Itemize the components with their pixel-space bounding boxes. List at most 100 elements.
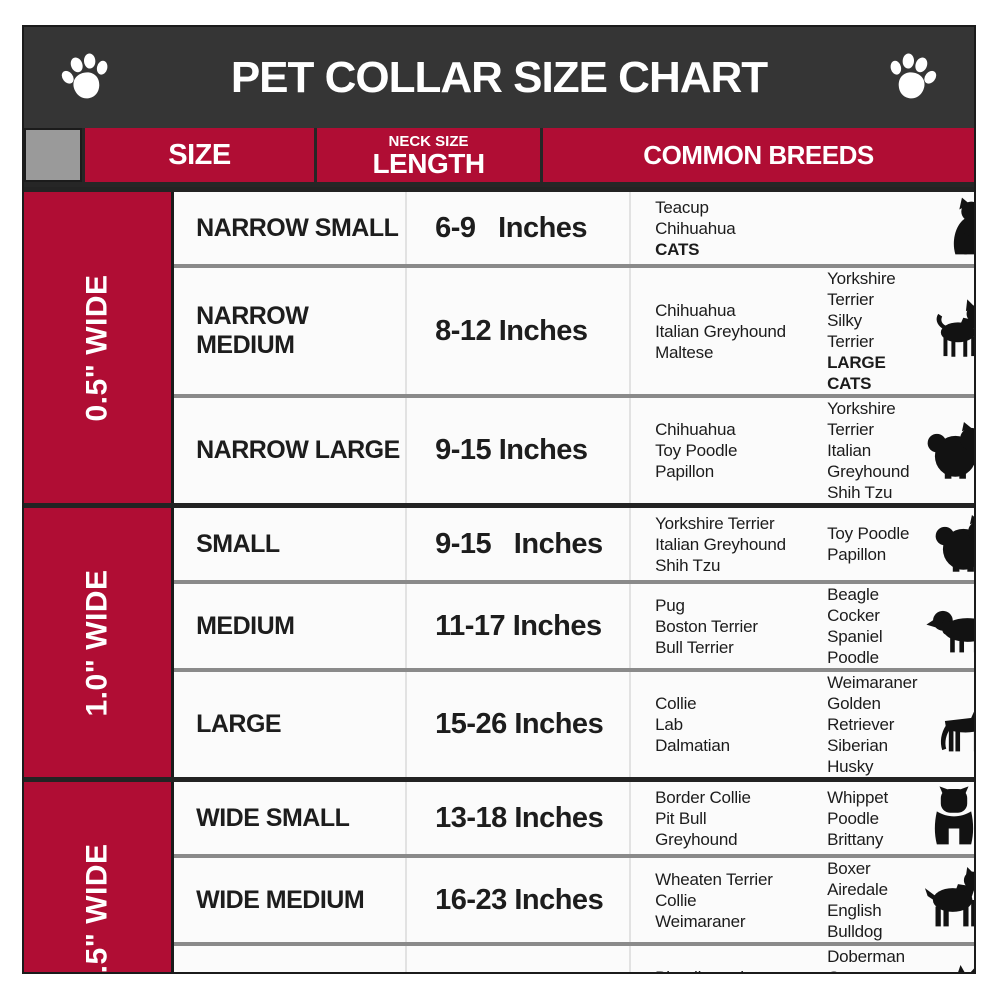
neck-length-value: 6-9 Inches xyxy=(405,192,629,264)
breed-item: Lab xyxy=(655,715,683,734)
breed-list-primary: Chihuahua Italian Greyhound Maltese xyxy=(655,300,827,363)
breeds-cell: Chihuahua Toy Poodle Papillon Yorkshire … xyxy=(629,398,974,503)
breed-item: Toy Poodle xyxy=(655,441,738,460)
breed-list-secondary: Doberman Great Dane St. Bernard xyxy=(827,946,905,972)
breed-item: LARGE CATS xyxy=(827,353,886,393)
column-size-label: SIZE xyxy=(168,138,231,171)
neck-length-value: 11-17 Inches xyxy=(405,584,629,668)
table-row: WIDE LARGE 18-32 Inches Bloodhound Rottw… xyxy=(174,942,974,972)
neck-length-value: 8-12 Inches xyxy=(405,268,629,394)
breed-item: Airedale xyxy=(827,880,888,899)
table-row: LARGE 15-26 Inches Collie Lab Dalmatian … xyxy=(174,668,974,777)
breed-item: Teacup xyxy=(655,197,709,217)
size-chart-card: PET COLLAR SIZE CHART SIZE NECK SIZE LEN… xyxy=(22,25,976,974)
size-label: WIDE MEDIUM xyxy=(196,885,365,914)
breed-item: Collie xyxy=(655,694,697,713)
breed-item: Silky Terrier xyxy=(827,311,874,351)
breed-list-secondary: Weimaraner Golden Retriever Siberian Hus… xyxy=(827,672,917,777)
group-width-band: 1.5" WIDE xyxy=(24,782,175,974)
common-breeds-label: COMMON BREEDS xyxy=(643,139,874,170)
breeds-cell: Yorkshire Terrier Italian Greyhound Shih… xyxy=(629,508,974,580)
paw-icon xyxy=(881,45,945,109)
breed-item: Wheaten Terrier xyxy=(655,869,773,889)
column-breeds-header: COMMON BREEDS xyxy=(543,128,974,182)
group-width-label: 1.0" WIDE xyxy=(80,568,114,717)
neck-length-value: 9-15 Inches xyxy=(405,508,629,580)
breed-item: Italian Greyhound xyxy=(655,534,786,554)
breed-item: Papillon xyxy=(655,462,714,481)
table-row: WIDE MEDIUM 16-23 Inches Wheaten Terrier… xyxy=(174,854,974,942)
breeds-cell: Chihuahua Italian Greyhound Maltese York… xyxy=(629,268,974,394)
size-label: WIDE LARGE xyxy=(174,946,405,972)
breed-list-primary: Pug Boston Terrier Bull Terrier xyxy=(655,595,827,658)
breed-list-primary: Yorkshire Terrier Italian Greyhound Shih… xyxy=(655,513,827,576)
breed-item: Weimaraner xyxy=(827,673,918,692)
breed-item: Italian Greyhound xyxy=(655,321,786,341)
size-label: MEDIUM xyxy=(196,611,295,640)
table-row: NARROW LARGE 9-15 Inches Chihuahua Toy P… xyxy=(174,394,974,503)
breed-item: Chihuahua xyxy=(655,218,736,238)
breed-item: Siberian Husky xyxy=(827,736,888,776)
chihuahua-icon xyxy=(909,295,974,367)
breed-item: English Bulldog xyxy=(827,901,883,941)
group-width-band: 0.5" WIDE xyxy=(24,192,175,503)
breed-item: Golden Retriever xyxy=(827,694,895,734)
paw-icon xyxy=(53,45,117,109)
breed-list-primary: Collie Lab Dalmatian xyxy=(655,693,827,756)
breed-item: Beagle xyxy=(827,585,879,604)
breed-list-secondary: Beagle Cocker Spaniel Poodle xyxy=(827,584,917,668)
breed-list-secondary: Whippet Poodle Brittany xyxy=(827,787,905,850)
breed-item: Papillon xyxy=(827,545,886,564)
size-group-1-5: 1.5" WIDE WIDE SMALL 13-18 Inches Border… xyxy=(24,777,974,974)
breed-item: Weimaraner xyxy=(655,911,746,931)
cat-sitting-icon xyxy=(909,192,974,264)
breed-list-primary: Border Collie Pit Bull Greyhound xyxy=(655,787,827,850)
bulldog-front-icon xyxy=(905,782,974,854)
breed-item: Toy Poodle xyxy=(827,524,910,543)
beagle-icon xyxy=(917,590,974,662)
breed-item: Brittany xyxy=(827,829,884,849)
german-shepherd-icon xyxy=(917,689,974,761)
table-row: WIDE SMALL 13-18 Inches Border Collie Pi… xyxy=(174,782,974,854)
breed-item: Doberman xyxy=(827,947,905,966)
breeds-cell: Border Collie Pit Bull Greyhound Whippet… xyxy=(629,782,974,854)
breed-item: Boston Terrier xyxy=(655,616,758,636)
breed-item: Chihuahua xyxy=(655,420,736,439)
size-table: 0.5" WIDE NARROW SMALL 6-9 Inches Teacup… xyxy=(24,187,974,974)
breed-item: Maltese xyxy=(655,342,714,362)
size-group-0-5: 0.5" WIDE NARROW SMALL 6-9 Inches Teacup… xyxy=(24,187,974,503)
breed-item: Greyhound xyxy=(655,829,738,849)
breed-item: Bloodhound xyxy=(655,967,827,972)
doberman-icon xyxy=(905,963,974,972)
breeds-cell: Wheaten Terrier Collie Weimaraner Boxer … xyxy=(629,858,974,942)
breed-list-secondary: Boxer Airedale English Bulldog xyxy=(827,858,905,942)
breed-item: Pit Bull xyxy=(655,808,707,828)
breed-item: Boxer xyxy=(827,859,871,878)
breed-list-secondary: Yorkshire Terrier Italian Greyhound Shih… xyxy=(827,398,910,503)
breed-item: Bull Terrier xyxy=(655,637,734,657)
breed-item: Chihuahua xyxy=(655,300,736,320)
size-label: NARROW MEDIUM xyxy=(196,302,309,359)
breed-item: Collie xyxy=(655,890,697,910)
breed-list-secondary: Yorkshire Terrier Silky Terrier LARGE CA… xyxy=(827,268,909,394)
breed-list-primary: Teacup Chihuahua CATS xyxy=(655,197,827,260)
breed-item: Shih Tzu xyxy=(655,555,721,575)
pomeranian-icon xyxy=(909,415,974,487)
neck-length-value: 13-18 Inches xyxy=(405,782,629,854)
breed-item: Whippet xyxy=(827,787,889,807)
breeds-cell: Teacup Chihuahua CATS xyxy=(629,192,974,264)
breed-list-secondary: Toy Poodle Papillon xyxy=(827,523,917,565)
table-row: NARROW MEDIUM 8-12 Inches Chihuahua Ital… xyxy=(174,264,974,394)
group-width-label: 1.5" WIDE xyxy=(80,842,114,974)
neck-length-value: 9-15 Inches xyxy=(405,398,629,503)
table-row: SMALL 9-15 Inches Yorkshire Terrier Ital… xyxy=(174,508,974,580)
breed-item: Great Dane xyxy=(827,967,905,972)
breed-item: CATS xyxy=(655,239,700,259)
length-label: LENGTH xyxy=(372,147,485,179)
breeds-cell: Collie Lab Dalmatian Weimaraner Golden R… xyxy=(629,672,974,777)
breed-item: Dalmatian xyxy=(655,736,730,755)
size-label: LARGE xyxy=(196,710,282,738)
pitbull-icon xyxy=(905,864,974,936)
breed-item: Border Collie xyxy=(655,787,751,807)
column-size-header: SIZE xyxy=(85,128,314,182)
